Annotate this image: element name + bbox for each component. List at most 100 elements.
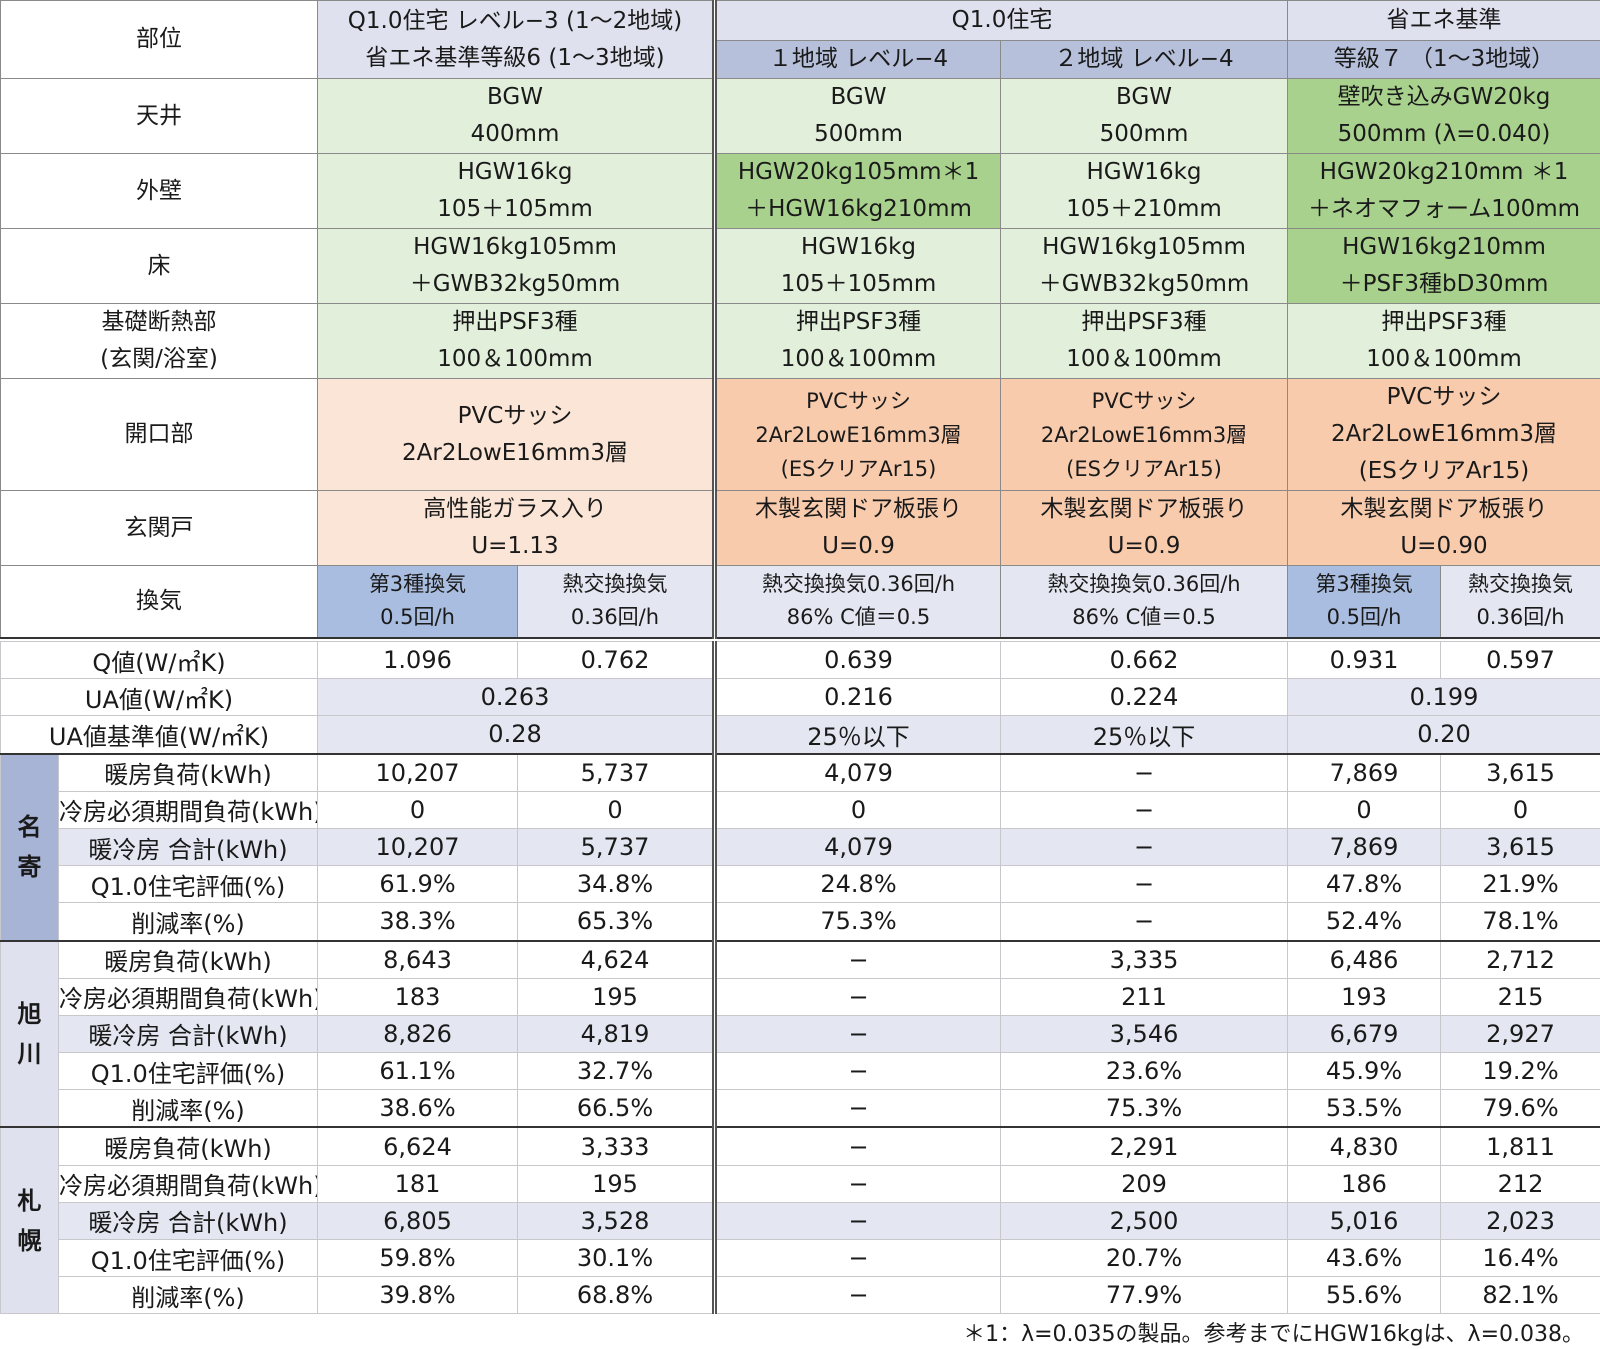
- metric-value: 39.8%: [317, 1276, 519, 1315]
- header-grade7: 等級７ （1〜3地域）: [1287, 40, 1600, 79]
- metric-value: 47.8%: [1287, 865, 1442, 904]
- metric-value: −: [712, 1276, 1002, 1315]
- metric-value: 186: [1287, 1164, 1442, 1203]
- metric-value: 32.7%: [517, 1052, 716, 1091]
- metric-value: −: [712, 1164, 1002, 1203]
- metric-value: 75.3%: [712, 902, 1002, 941]
- foundation-area1: 押出PSF3種 100＆100mm: [712, 303, 1002, 379]
- metric-value: 2,712: [1440, 939, 1600, 979]
- footnote: ＊1：λ=0.035の製品。参考までにHGW16kgは、λ=0.038。: [963, 1322, 1584, 1347]
- row-label-floor: 床: [0, 228, 318, 304]
- metric-value: 8,643: [317, 939, 519, 979]
- metric-value: 59.8%: [317, 1238, 519, 1278]
- metric-label: 暖冷房 合計(kWh): [57, 1014, 319, 1054]
- metric-value: 20.7%: [1000, 1238, 1289, 1278]
- metric-value: 43.6%: [1287, 1238, 1442, 1278]
- header-q10: Q1.0住宅: [712, 0, 1289, 41]
- metric-value: 52.4%: [1287, 902, 1442, 941]
- opening-q10-l3: PVCサッシ 2Ar2LowE16mm3層: [316, 378, 716, 491]
- metric-value: 61.1%: [317, 1052, 519, 1091]
- metric-label: 暖冷房 合計(kWh): [57, 827, 319, 867]
- metric-value: 10,207: [317, 827, 519, 867]
- metric-value: 34.8%: [517, 865, 716, 904]
- ua-value-2: 0.224: [1000, 678, 1289, 717]
- header-q10-level3-line1: Q1.0住宅 レベル−3 (1〜2地域): [347, 7, 683, 34]
- metric-value: 181: [317, 1164, 519, 1203]
- metric-value: 2,023: [1440, 1201, 1600, 1241]
- metric-label: 冷房必須期間負荷(kWh): [57, 977, 319, 1016]
- city-label: 旭川: [0, 939, 59, 1128]
- city-char: 寄: [17, 853, 42, 882]
- metric-value: −: [1000, 827, 1289, 867]
- row-label-wall: 外壁: [0, 153, 318, 229]
- door-area1: 木製玄関ドア板張り U=0.9: [712, 490, 1002, 566]
- header-part: 部位: [0, 0, 318, 79]
- spec-table: 部位 Q1.0住宅 レベル−3 (1〜2地域) 省エネ基準等級6 (1〜3地域)…: [0, 0, 1600, 639]
- ua-value-1: 0.216: [712, 678, 1002, 717]
- metric-value: −: [712, 977, 1002, 1016]
- floor-q10-l3: HGW16kg105mm ＋GWB32kg50mm: [316, 228, 716, 304]
- metric-value: 55.6%: [1287, 1276, 1442, 1315]
- metric-value: 10,207: [317, 752, 519, 792]
- q-value-3: 0.662: [1000, 640, 1289, 680]
- metric-value: 82.1%: [1440, 1276, 1600, 1315]
- metric-label: Q1.0住宅評価(%): [57, 1238, 319, 1278]
- row-label-ua: UA値(W/㎡K): [0, 678, 319, 717]
- metric-value: 7,869: [1287, 752, 1442, 792]
- ceiling-area2: BGW 500mm: [1000, 78, 1289, 154]
- door-q10-l3: 高性能ガラス入り U=1.13: [316, 490, 716, 566]
- metric-value: 6,486: [1287, 939, 1442, 979]
- ua-std-value-3: 0.20: [1287, 715, 1600, 755]
- metric-value: 38.3%: [317, 902, 519, 941]
- ceiling-grade7: 壁吹き込みGW20kg 500mm (λ=0.040): [1287, 78, 1600, 154]
- metric-value: 193: [1287, 977, 1442, 1016]
- wall-area1: HGW20kg105mm＊1 ＋HGW16kg210mm: [712, 153, 1002, 229]
- wall-q10-l3: HGW16kg 105＋105mm: [316, 153, 716, 229]
- metric-value: 212: [1440, 1164, 1600, 1203]
- metric-value: 30.1%: [517, 1238, 716, 1278]
- city-char: 名: [17, 813, 42, 842]
- city-char: 川: [17, 1039, 42, 1068]
- metric-value: −: [712, 1014, 1002, 1054]
- metric-value: 5,016: [1287, 1201, 1442, 1241]
- ua-std-value-0: 0.28: [317, 715, 716, 755]
- metric-label: 暖冷房 合計(kWh): [57, 1201, 319, 1241]
- row-label-ua-std: UA値基準値(W/㎡K): [0, 715, 319, 755]
- opening-area2: PVCサッシ 2Ar2LowE16mm3層 (ESクリアAr15): [1000, 378, 1289, 491]
- vent-area2: 熱交換換気0.36回/h 86% C値＝0.5: [1000, 565, 1289, 639]
- ua-std-value-1: 25％以下: [712, 715, 1002, 755]
- metric-value: 53.5%: [1287, 1089, 1442, 1128]
- opening-area1: PVCサッシ 2Ar2LowE16mm3層 (ESクリアAr15): [712, 378, 1002, 491]
- city-char: 幌: [17, 1226, 42, 1255]
- ua-std-value-2: 25％以下: [1000, 715, 1289, 755]
- performance-table: Q値(W/㎡K) 1.096 0.762 0.639 0.662 0.931 0.597 UA…: [0, 640, 1600, 1315]
- wall-grade7: HGW20kg210mm ＊1 ＋ネオマフォーム100mm: [1287, 153, 1600, 229]
- metric-value: 38.6%: [317, 1089, 519, 1128]
- metric-value: −: [712, 1238, 1002, 1278]
- vent-grade7-type3: 第3種換気 0.5回/h: [1287, 565, 1442, 639]
- metric-value: −: [1000, 902, 1289, 941]
- metric-label: 暖房負荷(kWh): [57, 752, 319, 792]
- door-grade7: 木製玄関ドア板張り U=0.90: [1287, 490, 1600, 566]
- metric-value: 4,819: [517, 1014, 716, 1054]
- metric-value: −: [712, 1201, 1002, 1241]
- metric-value: 75.3%: [1000, 1089, 1289, 1128]
- row-label-vent: 換気: [0, 565, 318, 639]
- vent-area1: 熱交換換気0.36回/h 86% C値＝0.5: [712, 565, 1002, 639]
- metric-value: 4,079: [712, 752, 1002, 792]
- metric-value: 0: [317, 790, 519, 829]
- metric-value: 3,615: [1440, 827, 1600, 867]
- metric-label: 削減率(%): [57, 902, 319, 941]
- metric-label: 削減率(%): [57, 1276, 319, 1315]
- metric-value: 23.6%: [1000, 1052, 1289, 1091]
- metric-value: 6,624: [317, 1126, 519, 1166]
- metric-value: 4,079: [712, 827, 1002, 867]
- metric-value: 68.8%: [517, 1276, 716, 1315]
- metric-label: Q1.0住宅評価(%): [57, 865, 319, 904]
- metric-value: 183: [317, 977, 519, 1016]
- city-label: 札幌: [0, 1126, 59, 1315]
- metric-value: 6,805: [317, 1201, 519, 1241]
- ua-value-0: 0.263: [317, 678, 716, 717]
- q-value-4: 0.931: [1287, 640, 1442, 680]
- metric-value: 16.4%: [1440, 1238, 1600, 1278]
